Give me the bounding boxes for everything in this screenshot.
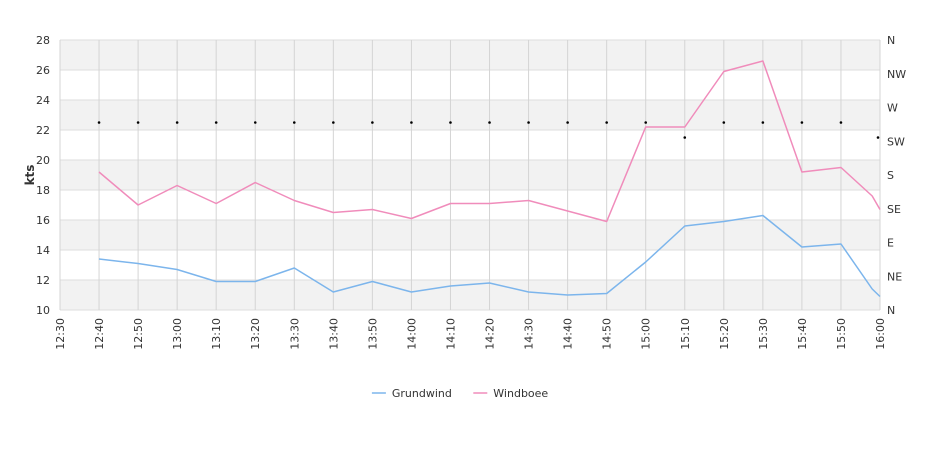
direction-marker: [371, 121, 374, 124]
direction-marker: [410, 121, 413, 124]
direction-tick-label: N: [887, 304, 895, 317]
x-tick-label: 13:50: [366, 318, 379, 350]
direction-tick-label: S: [887, 169, 894, 182]
x-tick-label: 12:50: [132, 318, 145, 350]
direction-marker: [605, 121, 608, 124]
x-tick-label: 15:50: [835, 318, 848, 350]
x-tick-label: 13:30: [288, 318, 301, 350]
direction-axis-ticks: N NE E SE S SW W NW N: [887, 34, 906, 317]
legend-label: Grundwind: [392, 387, 452, 400]
legend-item-windboee: Windboee: [473, 387, 548, 400]
x-tick-label: 15:10: [679, 318, 692, 350]
direction-marker: [292, 121, 296, 124]
x-tick-label: 14:10: [444, 318, 457, 350]
direction-tick-label: W: [887, 102, 898, 115]
direction-marker: [566, 121, 569, 124]
x-axis-ticks: 12:30 12:40 12:50 13:00 13:10 13:20 13:30 13:40…: [54, 318, 887, 350]
x-tick-label: 13:40: [327, 318, 340, 350]
direction-marker: [644, 121, 648, 124]
direction-marker: [722, 121, 726, 124]
vertical-gridlines: [59, 40, 881, 310]
direction-tick-label: NE: [887, 270, 902, 283]
horizontal-gridlines: [60, 39, 880, 311]
y-tick-label: 12: [36, 274, 50, 287]
direction-marker: [214, 121, 218, 124]
legend-label: Windboee: [493, 387, 548, 400]
x-tick-label: 15:20: [718, 318, 731, 350]
x-tick-label: 15:00: [640, 318, 653, 350]
grid-bands: [60, 40, 880, 310]
direction-marker: [332, 121, 335, 124]
y-tick-label: 18: [36, 184, 50, 197]
direction-marker: [253, 121, 257, 124]
direction-marker: [97, 121, 101, 124]
series-line-windboee: [98, 60, 881, 223]
x-tick-label: 15:40: [796, 318, 809, 350]
x-tick-label: 13:00: [171, 318, 184, 350]
y-tick-label: 26: [36, 64, 50, 77]
x-tick-label: 13:10: [210, 318, 223, 350]
direction-marker: [136, 121, 140, 124]
y-axis-label: kts: [23, 165, 37, 186]
direction-tick-label: SW: [887, 135, 905, 148]
grid-band: [60, 160, 880, 190]
x-tick-label: 12:40: [93, 318, 106, 350]
direction-marker: [175, 121, 179, 124]
direction-marker: [683, 136, 687, 139]
direction-tick-label: NW: [887, 68, 906, 81]
x-tick-label: 14:50: [601, 318, 614, 350]
legend-item-grundwind: Grundwind: [371, 387, 452, 400]
x-tick-label: 14:00: [405, 318, 418, 350]
legend: Grundwind Windboee: [371, 387, 548, 400]
x-tick-label: 14:30: [523, 318, 536, 350]
direction-marker: [761, 121, 765, 124]
direction-marker: [876, 136, 880, 139]
y-tick-label: 24: [36, 94, 50, 107]
y-tick-label: 16: [36, 214, 50, 227]
x-tick-label: 15:30: [757, 318, 770, 350]
y-tick-label: 14: [36, 244, 50, 257]
direction-tick-label: N: [887, 34, 895, 47]
x-tick-label: 14:20: [484, 318, 497, 350]
direction-marker: [488, 121, 491, 124]
grid-band: [60, 220, 880, 250]
direction-marker: [800, 121, 804, 124]
direction-marker: [527, 121, 530, 124]
y-axis-ticks: 10 12 14 16 18 20 22 24 26 28: [36, 34, 50, 317]
y-tick-label: 20: [36, 154, 50, 167]
series-lines: [98, 60, 881, 298]
direction-tick-label: E: [887, 237, 894, 250]
direction-markers: [97, 121, 880, 139]
direction-tick-label: SE: [887, 203, 901, 216]
series-line-grundwind: [98, 214, 881, 298]
y-tick-label: 10: [36, 304, 50, 317]
x-tick-label: 12:30: [54, 318, 67, 350]
direction-marker: [449, 121, 452, 124]
grid-band: [60, 100, 880, 130]
x-tick-label: 14:40: [562, 318, 575, 350]
direction-marker: [839, 121, 843, 124]
x-tick-label: 13:20: [249, 318, 262, 350]
y-tick-label: 22: [36, 124, 50, 137]
grid-band: [60, 40, 880, 70]
x-tick-label: 16:00: [874, 318, 887, 350]
y-tick-label: 28: [36, 34, 50, 47]
